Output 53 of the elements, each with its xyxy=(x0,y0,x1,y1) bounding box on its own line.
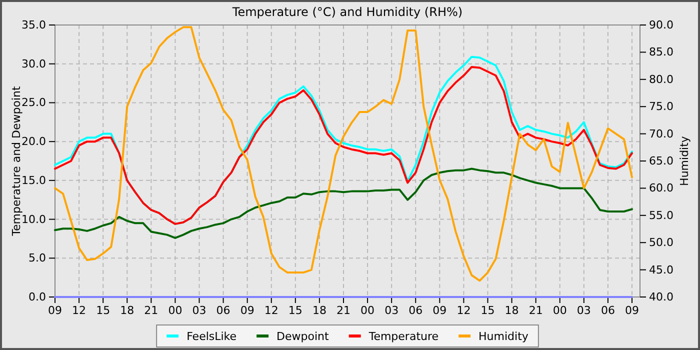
y-tick-label: 15.0 xyxy=(22,174,46,187)
legend-label: Humidity xyxy=(478,330,529,343)
x-tick-label: 06 xyxy=(216,304,230,317)
legend-label: Temperature xyxy=(368,330,439,343)
x-tick-label: 15 xyxy=(480,304,495,317)
legend-label: FeelsLike xyxy=(186,330,237,343)
x-tick-label: 18 xyxy=(312,304,326,317)
y-tick-label: 25.0 xyxy=(22,96,46,110)
y-axis-title: Temperature and Dewpoint xyxy=(10,85,23,237)
line-series xyxy=(54,26,633,282)
y2-tick-label: 90.0 xyxy=(649,18,674,32)
y2-tick-label: 85.0 xyxy=(649,46,674,59)
x-tick-label: 00 xyxy=(552,304,567,317)
x-tick-label: 18 xyxy=(120,304,134,317)
y-tick-label: 20.0 xyxy=(22,135,46,148)
x-tick-label: 03 xyxy=(576,304,591,317)
x-tick-label: 06 xyxy=(600,304,615,317)
x-tick-label: 09 xyxy=(624,304,639,317)
x-tick-label: 12 xyxy=(264,304,278,317)
x-tick-label: 21 xyxy=(336,304,350,317)
legend-label: Dewpoint xyxy=(276,330,330,343)
y2-tick-label: 70.0 xyxy=(649,127,674,140)
x-tick-label: 00 xyxy=(360,304,375,317)
x-tick-label: 00 xyxy=(168,304,182,317)
y-tick-label: 5.0 xyxy=(28,252,46,265)
y2-tick-label: 60.0 xyxy=(649,182,674,195)
chart-title: Temperature (°C) and Humidity (RH%) xyxy=(231,5,463,19)
x-tick-label: 12 xyxy=(456,304,471,317)
x-tick-label: 06 xyxy=(408,304,423,317)
x-tick-label: 03 xyxy=(384,304,399,317)
y-tick-label: 30.0 xyxy=(22,57,46,70)
y2-tick-label: 75.0 xyxy=(649,100,674,114)
x-tick-label: 09 xyxy=(48,304,62,317)
x-tick-label: 21 xyxy=(144,304,158,317)
y-tick-label: 35.0 xyxy=(22,18,46,32)
y2-tick-label: 80.0 xyxy=(649,72,674,86)
x-tick-label: 12 xyxy=(72,304,86,317)
x-tick-label: 03 xyxy=(192,304,206,317)
x-tick-label: 21 xyxy=(528,304,543,317)
line-series xyxy=(54,168,633,239)
y2-axis-title: Humidity xyxy=(678,136,691,186)
x-tick-label: 18 xyxy=(504,304,519,317)
x-tick-label: 09 xyxy=(432,304,447,317)
y2-tick-label: 65.0 xyxy=(649,154,674,168)
y-tick-label: 0.0 xyxy=(28,290,46,304)
x-tick-label: 15 xyxy=(96,304,110,317)
y2-tick-label: 55.0 xyxy=(649,208,674,222)
y2-tick-label: 50.0 xyxy=(649,236,674,250)
y2-tick-label: 40.0 xyxy=(649,290,674,304)
y-tick-label: 10.0 xyxy=(22,212,46,226)
y2-tick-label: 45.0 xyxy=(649,263,674,276)
x-tick-label: 15 xyxy=(288,304,302,317)
x-tick-label: 09 xyxy=(240,304,254,317)
